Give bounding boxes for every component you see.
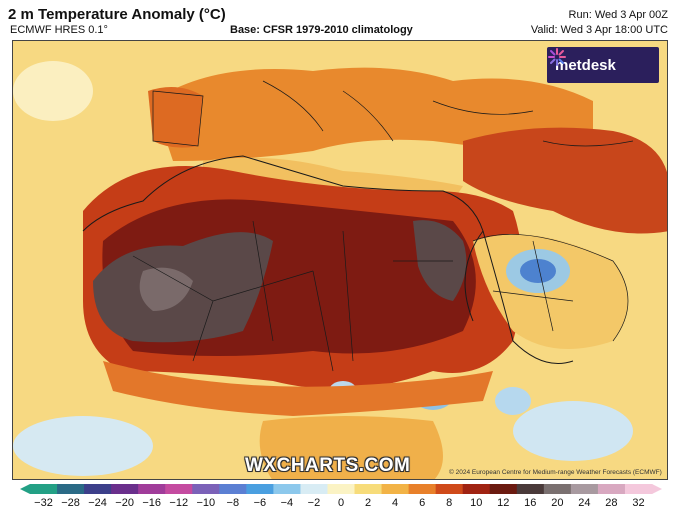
colorbar-tick-label: −20 [115,497,134,509]
colorbar-cell [57,484,85,494]
colorbar-cell [624,484,653,494]
run-time-label: Run: Wed 3 Apr 00Z [568,9,668,21]
atlantic-pale-area [13,61,93,121]
colorbar-cell [84,484,112,494]
starburst-logo-icon [548,48,566,66]
metdesk-brand: metdesk [547,47,659,83]
colorbar-tick-label: 4 [392,497,399,509]
colorbar-cell [462,484,491,494]
colorbar-tick-label: −16 [142,497,162,509]
sahel-warm-band [103,361,493,416]
extreme-anomaly-peak [139,267,193,311]
map-canvas [13,41,667,479]
colorbar-tick-label: 0 [337,497,345,509]
colorbar-tick-label: 20 [551,497,564,509]
colorbar-tick-label: 32 [632,497,645,509]
colorbar-cell [111,484,139,494]
colorbar-cell [381,484,410,494]
model-label: ECMWF HRES 0.1° [10,24,108,36]
colorbar-cell [489,484,518,494]
chart-header: 2 m Temperature Anomaly (°C) ECMWF HRES … [0,0,680,40]
colorbar-tick-label: −12 [169,497,189,509]
colorbar-cell [408,484,437,494]
horn-cool-patch [495,387,531,415]
chart-title: 2 m Temperature Anomaly (°C) [8,6,226,23]
colorbar-tick-label: 10 [470,497,483,509]
extreme-anomaly-east [413,220,467,301]
colorbar-cell [543,484,572,494]
valid-time-label: Valid: Wed 3 Apr 18:00 UTC [530,24,668,36]
colorbar-tick-label: −10 [196,497,216,509]
anomaly-map: metdesk WXCHARTS.COM © 2024 European Cen… [12,40,668,480]
colorbar-tick-label: −24 [88,497,107,509]
colorbar-cell [516,484,545,494]
brand-name: metdesk [555,56,616,74]
copyright-notice: © 2024 European Centre for Medium-range … [449,469,662,476]
indian-ocean-cool-area [513,401,633,461]
iberia-region [148,87,203,148]
colorbar-tick-label: −28 [61,497,80,509]
watermark: WXCHARTS.COM [245,455,411,476]
colorbar-tick-label: 6 [419,497,426,509]
colorbar-tick-label: −8 [226,497,240,509]
colorbar-tick-label: −4 [280,497,294,509]
colorbar-cell [138,484,166,494]
colorbar-cell [327,484,356,494]
colorbar-cell [246,484,274,494]
colorbar-tick-label: 12 [497,497,510,509]
colorbar-tick-label: −6 [253,497,267,509]
left-arrow-icon [20,484,30,494]
south-atlantic-cool-area [13,416,153,476]
colorbar-cell [435,484,464,494]
colorbar-cell [192,484,220,494]
colorbar-tick-label: 16 [524,497,537,509]
colorbar [20,484,662,494]
base-climatology-label: Base: CFSR 1979-2010 climatology [230,24,413,36]
arabia-cold-core [520,259,556,283]
colorbar-tick-label: 2 [364,497,372,509]
colorbar-tick-label: −32 [34,497,53,509]
colorbar-tick-label: −2 [307,497,321,509]
colorbar-cell [570,484,599,494]
colorbar-cell [300,484,328,494]
colorbar-tick-label: 28 [605,497,618,509]
colorbar-cell [30,484,58,494]
colorbar-cell [597,484,626,494]
colorbar-cell [165,484,193,494]
colorbar-labels: −32 −28 −24 −20 −16 −12 −10 −8 −6 −4 −2 0 2 4 6 8 10 12 16… [20,497,662,513]
country-borders [132,220,453,372]
europe-borders [152,80,634,147]
colorbar-cell [273,484,301,494]
right-arrow-icon [652,484,662,494]
colorbar-tick-label: 24 [578,497,591,509]
colorbar-tick-label: 8 [446,497,453,509]
colorbar-cell [354,484,383,494]
colorbar-cell [219,484,247,494]
arabia-borders [472,234,629,342]
colorbar-cells [30,484,653,494]
middle-east-warm-region [463,127,667,234]
southern-region [259,416,443,479]
